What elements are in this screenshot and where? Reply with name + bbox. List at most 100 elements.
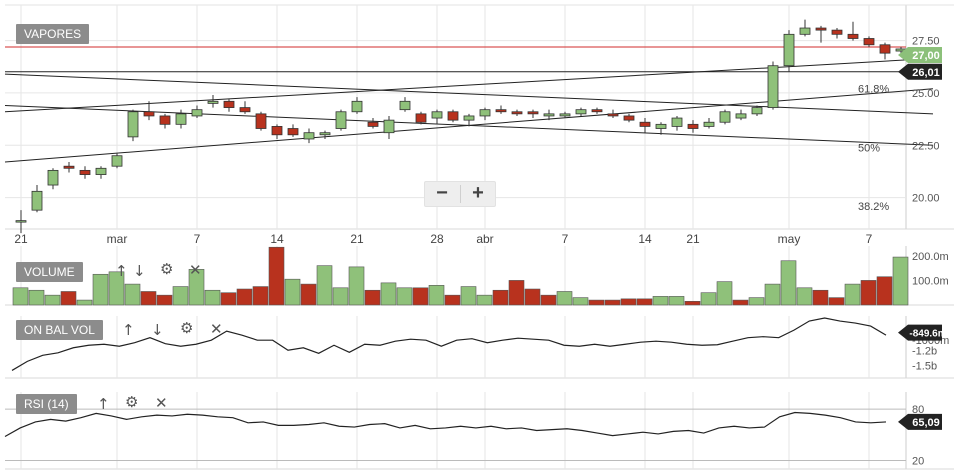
candle-body xyxy=(687,123,699,129)
volume-bar xyxy=(12,287,29,306)
candle-body xyxy=(527,111,539,115)
volume-bar xyxy=(700,292,717,306)
volume-bar xyxy=(28,289,45,306)
rsi-tag-label: 65,09 xyxy=(912,417,940,429)
move-up-icon[interactable]: ↑ xyxy=(115,262,128,280)
volume-bar xyxy=(188,269,205,306)
volume-bar xyxy=(76,299,93,306)
zoom-separator xyxy=(460,185,461,203)
volume-bar xyxy=(684,301,701,306)
y-tick-label: 20 xyxy=(912,455,924,467)
candle-body xyxy=(383,119,395,134)
candle-body xyxy=(431,111,443,119)
rsi-panel-label[interactable]: RSI (14) xyxy=(16,394,77,414)
rsi-tag xyxy=(898,413,942,430)
close-icon[interactable]: ✕ xyxy=(155,394,168,412)
zoom-control: − + xyxy=(424,181,496,207)
volume-bar xyxy=(300,283,317,306)
candle-body xyxy=(751,107,763,115)
obv-panel-label[interactable]: ON BAL VOL xyxy=(16,320,103,340)
volume-bar xyxy=(668,296,685,306)
x-tick-label: 7 xyxy=(194,232,201,246)
candle-body xyxy=(335,111,347,129)
candle-body xyxy=(31,190,43,211)
candle-body xyxy=(735,113,747,119)
x-tick-label: abr xyxy=(476,232,493,246)
volume-bar xyxy=(892,256,909,306)
candle-body xyxy=(607,113,619,117)
candle-body xyxy=(415,113,427,123)
last-price-tag xyxy=(898,47,942,64)
price-panel-label[interactable]: VAPORES xyxy=(16,24,90,44)
candle-body xyxy=(175,113,187,125)
volume-bar xyxy=(348,266,365,306)
volume-bar xyxy=(444,294,461,306)
move-up-icon[interactable]: ↑ xyxy=(97,395,110,413)
x-tick-label: 14 xyxy=(270,232,284,246)
x-tick-label: 14 xyxy=(638,232,652,246)
trendline xyxy=(4,73,934,115)
x-tick-label: 7 xyxy=(866,232,873,246)
close-icon[interactable]: ✕ xyxy=(189,261,202,279)
fib-label: 38.2% xyxy=(858,201,889,213)
volume-bar xyxy=(220,292,237,306)
trendline xyxy=(4,57,934,113)
gear-icon[interactable]: ⚙ xyxy=(125,393,139,411)
gear-icon[interactable]: ⚙ xyxy=(180,319,194,337)
volume-bar xyxy=(364,289,381,306)
move-down-icon[interactable]: ↓ xyxy=(133,262,146,280)
x-tick-label: 21 xyxy=(14,232,28,246)
candle-body xyxy=(351,100,363,113)
volume-bar xyxy=(492,289,509,306)
candle-body xyxy=(575,109,587,115)
volume-bar xyxy=(380,282,397,306)
volume-bar xyxy=(764,283,781,306)
x-tick-label: mar xyxy=(107,232,128,246)
volume-bar xyxy=(332,287,349,306)
zoom-out-button[interactable]: − xyxy=(436,182,448,204)
y-tick-label: -1.2b xyxy=(912,345,937,357)
volume-bar xyxy=(716,281,733,306)
volume-panel-label[interactable]: VOLUME xyxy=(16,262,83,282)
candle-body xyxy=(655,123,667,129)
volume-bar xyxy=(92,273,109,306)
candle-body xyxy=(271,126,283,136)
x-tick-label: 7 xyxy=(562,232,569,246)
gear-icon[interactable]: ⚙ xyxy=(160,260,174,278)
volume-bar xyxy=(732,299,749,306)
candle-body xyxy=(783,33,795,67)
volume-bar xyxy=(268,246,285,306)
close-icon[interactable]: ✕ xyxy=(210,320,223,338)
candle-body xyxy=(767,65,779,108)
candle-body xyxy=(543,113,555,117)
candle-body xyxy=(207,100,219,104)
candle-body xyxy=(303,132,315,140)
candle-body xyxy=(239,107,251,113)
y-tick-label: 27.50 xyxy=(912,36,940,48)
candle-body xyxy=(671,117,683,127)
candle-body xyxy=(399,100,411,111)
candle-body xyxy=(591,109,603,113)
volume-bar xyxy=(572,297,589,306)
volume-bar xyxy=(508,280,525,306)
volume-bar xyxy=(620,298,637,306)
volume-bar xyxy=(412,287,429,306)
volume-bar xyxy=(524,288,541,306)
volume-bar xyxy=(108,271,125,306)
candle-body xyxy=(495,109,507,113)
y-tick-label: 20.00 xyxy=(912,193,940,205)
volume-bar xyxy=(60,291,77,306)
candle-body xyxy=(159,115,171,125)
volume-bar xyxy=(204,289,221,306)
candle-body xyxy=(639,121,651,127)
zoom-in-button[interactable]: + xyxy=(472,182,484,204)
volume-bar xyxy=(780,260,797,306)
volume-bar xyxy=(636,298,653,306)
move-up-icon[interactable]: ↑ xyxy=(122,321,135,339)
candle-body xyxy=(847,33,859,39)
y-tick-label: 200.0m xyxy=(912,251,949,263)
move-down-icon[interactable]: ↓ xyxy=(151,321,164,339)
indicator-lines xyxy=(4,317,887,438)
volume-bar xyxy=(844,283,861,306)
volume-bar xyxy=(876,276,893,306)
